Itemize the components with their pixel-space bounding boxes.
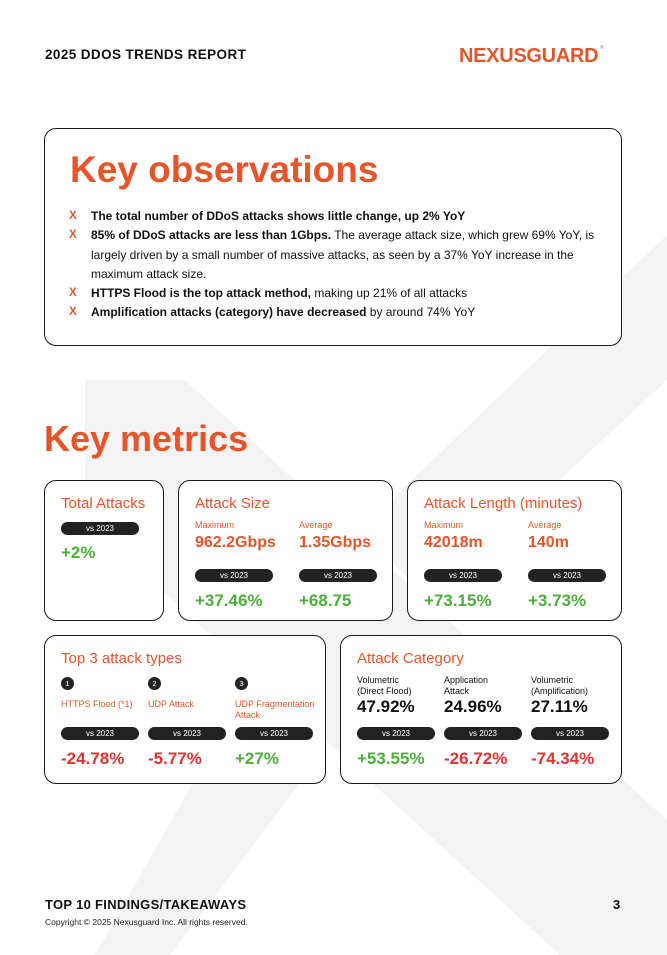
x-bullet-icon: X — [69, 306, 77, 319]
key-metrics-title: Key metrics — [44, 418, 249, 459]
category-value: 24.96% — [444, 697, 502, 716]
observations-list: X The total number of DDoS attacks shows… — [69, 207, 599, 323]
attack-size-max-value: 962.2Gbps — [195, 534, 276, 551]
category-label: Volumetric (Direct Flood) — [357, 675, 439, 697]
attack-size-title: Attack Size — [195, 495, 271, 512]
x-bullet-icon: X — [69, 210, 77, 222]
key-observations-title: Key observations — [70, 149, 379, 190]
total-attacks-card: Total Attacks vs 2023 +2% — [44, 480, 164, 621]
attack-type-name: HTTPS Flood (*1) — [61, 699, 133, 709]
category-label-line2: (Amplification) — [531, 686, 589, 696]
attack-size-card: Attack Size Maximum Average 962.2Gbps 1.… — [178, 480, 393, 621]
observation-text: making up 21% of all attacks — [311, 286, 468, 301]
category-value: 47.92% — [357, 697, 415, 716]
category-label-line2: (Direct Flood) — [357, 686, 412, 696]
observation-item: X Amplification attacks (category) have … — [69, 303, 599, 322]
vs-2023-pill: vs 2023 — [61, 727, 139, 740]
attack-length-max-value: 42018m — [424, 534, 483, 551]
attack-size-max-change: +37.46% — [195, 591, 263, 610]
logo-registered: ® — [600, 45, 604, 51]
vs-2023-pill: vs 2023 — [148, 727, 226, 740]
attack-size-avg-label: Average — [299, 520, 333, 530]
vs-2023-pill: vs 2023 — [195, 569, 273, 582]
category-label-line2: Attack — [444, 686, 470, 696]
attack-size-avg-value: 1.35Gbps — [299, 534, 372, 551]
vs-2023-pill: vs 2023 — [299, 569, 377, 582]
rank-3-badge: 3 — [235, 677, 248, 690]
observation-item: X 85% of DDoS attacks are less than 1Gbp… — [69, 226, 599, 284]
category-label: Application Attack — [444, 675, 526, 697]
attack-size-max-label: Maximum — [195, 520, 235, 530]
category-value: 27.11% — [531, 697, 588, 716]
category-change: -26.72% — [444, 749, 508, 768]
attack-type-name: UDP Fragmentation Attack — [235, 699, 315, 720]
category-label-line1: Application — [444, 675, 489, 685]
category-label-line1: Volumetric — [357, 675, 400, 685]
total-attacks-title: Total Attacks — [61, 495, 146, 512]
page-number: 3 — [613, 897, 621, 912]
logo-part1: NEXUS — [459, 45, 527, 67]
observation-text: by around 74% YoY — [366, 305, 476, 320]
footer-copyright: Copyright © 2025 Nexusguard Inc. All rig… — [45, 917, 248, 927]
observation-item: X The total number of DDoS attacks shows… — [69, 207, 599, 226]
attack-type-change: -5.77% — [148, 749, 202, 768]
total-attacks-change: +2% — [61, 543, 96, 562]
category-change: +53.55% — [357, 749, 425, 768]
vs-2023-pill: vs 2023 — [235, 727, 313, 740]
observation-item: X HTTPS Flood is the top attack method, … — [69, 284, 599, 303]
category-label-line1: Volumetric — [531, 675, 574, 685]
observation-bold: The total number of DDoS attacks shows l… — [91, 209, 466, 223]
nexusguard-logo: NEXUSGUARD ® — [459, 45, 604, 68]
attack-size-avg-change: +68.75 — [299, 591, 352, 610]
top3-title: Top 3 attack types — [61, 650, 182, 667]
attack-length-avg-change: +3.73% — [528, 591, 587, 610]
vs-2023-pill: vs 2023 — [528, 569, 606, 582]
attack-type-change: -24.78% — [61, 749, 125, 768]
observation-text: The average attack size, which grew 69% … — [91, 228, 595, 281]
attack-length-avg-label: Average — [528, 520, 562, 530]
observation-bold: Amplification attacks (category) have de… — [91, 305, 367, 320]
observation-bold: 85% of DDoS attacks are less than 1Gbps. — [91, 228, 332, 243]
vs-2023-pill: vs 2023 — [357, 727, 435, 740]
footer-section-title: TOP 10 FINDINGS/TAKEAWAYS — [45, 897, 247, 912]
vs-2023-pill: vs 2023 — [444, 727, 522, 740]
attack-length-card: Attack Length (minutes) Maximum Average … — [407, 480, 622, 621]
vs-2023-pill: vs 2023 — [424, 569, 502, 582]
attack-length-title: Attack Length (minutes) — [424, 495, 583, 512]
report-title: 2025 DDOS TRENDS REPORT — [45, 47, 247, 62]
attack-category-card: Attack Category Volumetric (Direct Flood… — [340, 635, 622, 784]
category-change: -74.34% — [531, 749, 595, 768]
x-bullet-icon: X — [69, 229, 77, 242]
vs-2023-pill: vs 2023 — [61, 522, 139, 535]
rank-1-badge: 1 — [61, 677, 74, 690]
x-bullet-icon: X — [69, 287, 77, 300]
attack-type-change: +27% — [235, 749, 279, 768]
attack-type-name: UDP Attack — [148, 699, 194, 709]
key-observations-box: Key observations X The total number of D… — [44, 128, 622, 346]
top3-attack-types-card: Top 3 attack types 1 2 3 HTTPS Flood (*1… — [44, 635, 326, 784]
category-label: Volumetric (Amplification) — [531, 675, 617, 697]
attack-length-avg-value: 140m — [528, 534, 569, 551]
logo-part2: GUARD — [526, 45, 599, 67]
rank-2-badge: 2 — [148, 677, 161, 690]
observation-bold: HTTPS Flood is the top attack method, — [91, 286, 312, 301]
attack-length-max-label: Maximum — [424, 520, 464, 530]
vs-2023-pill: vs 2023 — [531, 727, 609, 740]
attack-category-title: Attack Category — [357, 650, 464, 667]
attack-length-max-change: +73.15% — [424, 591, 492, 610]
